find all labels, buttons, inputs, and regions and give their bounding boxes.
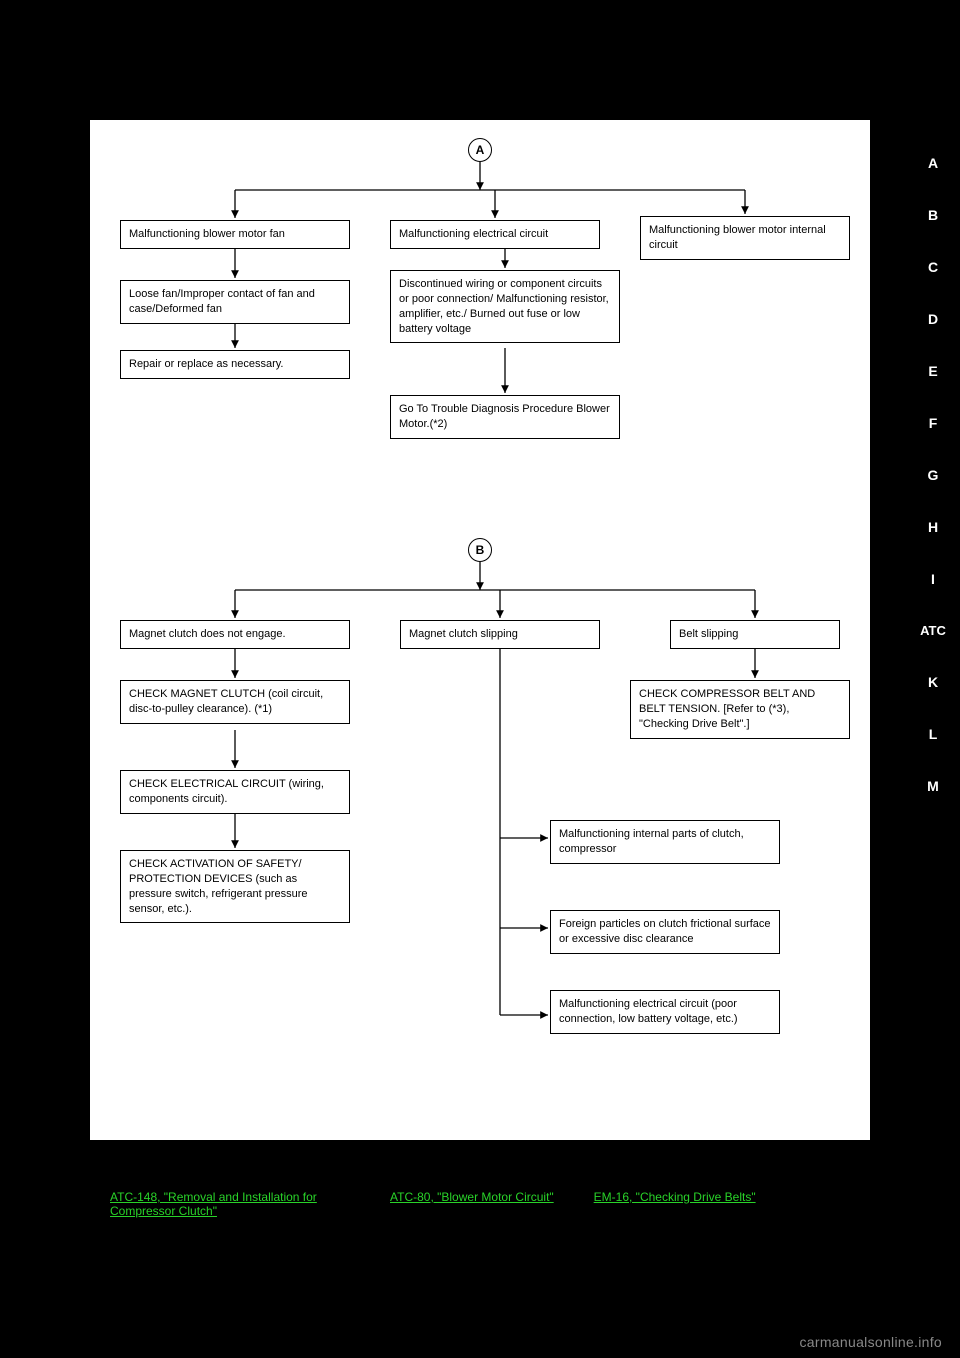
box-malf-elec-circuit: Malfunctioning electrical circuit — [390, 220, 600, 249]
node-a-marker: A — [468, 138, 492, 162]
side-atc[interactable]: ATC — [920, 623, 946, 638]
link-atc-148[interactable]: ATC-148, "Removal and Installation for C… — [110, 1190, 350, 1218]
section-index-sidebar: A B C D E F G H I ATC K L M — [916, 155, 950, 794]
box-foreign-particles: Foreign particles on clutch frictional s… — [550, 910, 780, 954]
watermark: carmanualsonline.info — [800, 1334, 943, 1350]
side-i[interactable]: I — [931, 571, 935, 587]
box-loose-fan: Loose fan/Improper contact of fan and ca… — [120, 280, 350, 324]
box-clutch-slipping: Magnet clutch slipping — [400, 620, 600, 649]
side-d[interactable]: D — [928, 311, 938, 327]
box-goto-blower-motor: Go To Trouble Diagnosis Procedure Blower… — [390, 395, 620, 439]
flowchart: A Malfunctioning blower motor fan Malfun… — [90, 120, 870, 1140]
box-check-compressor-belt: CHECK COMPRESSOR BELT AND BELT TENSION. … — [630, 680, 850, 739]
side-b[interactable]: B — [928, 207, 938, 223]
side-l[interactable]: L — [929, 726, 938, 742]
box-check-elec-circuit: CHECK ELECTRICAL CIRCUIT (wiring, compon… — [120, 770, 350, 814]
side-a[interactable]: A — [928, 155, 938, 171]
side-h[interactable]: H — [928, 519, 938, 535]
diagram-panel: A Malfunctioning blower motor fan Malfun… — [90, 120, 870, 1140]
box-discontinued-wiring: Discontinued wiring or component circuit… — [390, 270, 620, 343]
box-malf-blower-fan: Malfunctioning blower motor fan — [120, 220, 350, 249]
side-k[interactable]: K — [928, 674, 938, 690]
box-clutch-no-engage: Magnet clutch does not engage. — [120, 620, 350, 649]
side-g[interactable]: G — [928, 467, 939, 483]
box-malf-internal-clutch: Malfunctioning internal parts of clutch,… — [550, 820, 780, 864]
reference-links: ATC-148, "Removal and Installation for C… — [110, 1190, 870, 1218]
side-m[interactable]: M — [927, 778, 939, 794]
side-e[interactable]: E — [928, 363, 937, 379]
box-malf-elec-poor-conn: Malfunctioning electrical circuit (poor … — [550, 990, 780, 1034]
box-check-safety-devices: CHECK ACTIVATION OF SAFETY/ PROTECTION D… — [120, 850, 350, 923]
box-repair-replace: Repair or replace as necessary. — [120, 350, 350, 379]
side-c[interactable]: C — [928, 259, 938, 275]
link-atc-80[interactable]: ATC-80, "Blower Motor Circuit" — [390, 1190, 554, 1218]
side-f[interactable]: F — [929, 415, 938, 431]
box-malf-blower-internal: Malfunctioning blower motor internal cir… — [640, 216, 850, 260]
box-check-magnet-clutch: CHECK MAGNET CLUTCH (coil circuit, disc-… — [120, 680, 350, 724]
node-b-marker: B — [468, 538, 492, 562]
box-belt-slipping: Belt slipping — [670, 620, 840, 649]
link-em-16[interactable]: EM-16, "Checking Drive Belts" — [594, 1190, 756, 1218]
